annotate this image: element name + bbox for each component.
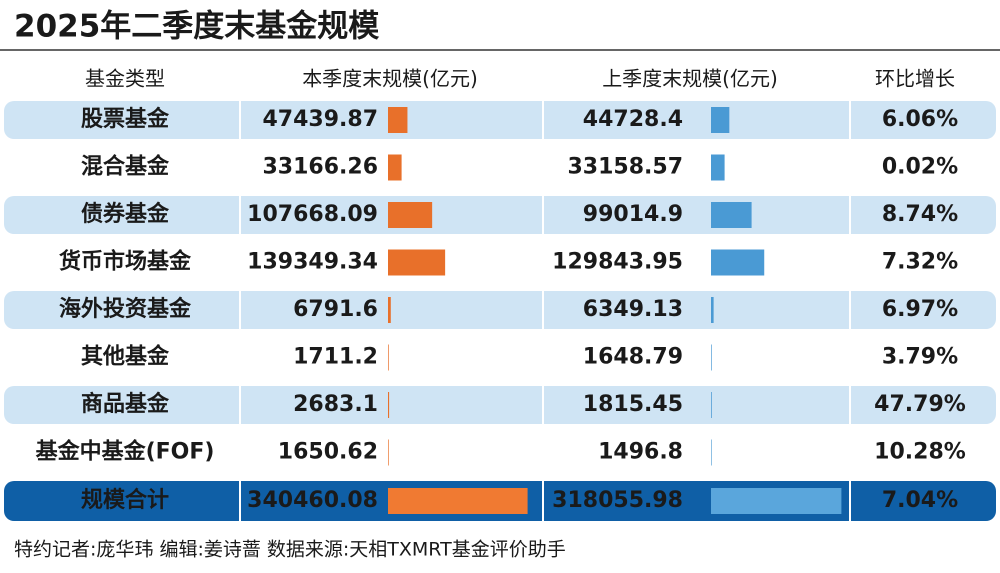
- current-bar: [388, 392, 390, 418]
- growth: 3.79%: [882, 345, 958, 370]
- current-bar: [388, 154, 402, 181]
- column-header: 上季度末规模(亿元): [602, 67, 778, 91]
- fund-type: 债券基金: [81, 201, 170, 227]
- fund-type: 其他基金: [81, 344, 170, 370]
- growth: 6.06%: [882, 107, 958, 132]
- previous-scale: 33158.57: [567, 155, 683, 180]
- current-bar: [388, 249, 446, 276]
- fund-type: 货币市场基金: [59, 249, 192, 275]
- current-scale: 107668.09: [247, 202, 378, 227]
- previous-bar: [711, 439, 712, 466]
- previous-bar: [711, 344, 712, 371]
- fund-type: 规模合计: [81, 487, 169, 513]
- growth: 10.28%: [874, 440, 966, 465]
- growth: 7.04%: [882, 488, 958, 513]
- row-bg: [4, 101, 996, 139]
- current-scale: 33166.26: [262, 155, 378, 180]
- previous-bar: [711, 107, 730, 133]
- current-scale: 47439.87: [262, 107, 378, 132]
- previous-scale: 1648.79: [583, 345, 683, 370]
- previous-bar: [711, 249, 765, 276]
- previous-bar: [711, 488, 842, 514]
- previous-bar: [711, 202, 752, 228]
- fund-type: 基金中基金(FOF): [36, 439, 215, 465]
- previous-scale: 129843.95: [552, 250, 683, 275]
- previous-scale: 318055.98: [552, 488, 683, 513]
- growth: 47.79%: [874, 392, 966, 417]
- fund-type: 海外投资基金: [59, 296, 192, 322]
- current-scale: 139349.34: [247, 250, 378, 275]
- previous-scale: 1815.45: [583, 392, 683, 417]
- current-scale: 340460.08: [247, 488, 378, 513]
- column-header: 本季度末规模(亿元): [302, 67, 478, 91]
- fund-type: 股票基金: [81, 106, 170, 132]
- growth: 7.32%: [882, 250, 958, 275]
- current-bar: [388, 344, 389, 371]
- growth: 0.02%: [882, 155, 958, 180]
- footer: 特约记者:庞华玮 编辑:姜诗蔷 数据来源:天相TXMRT基金评价助手: [14, 539, 566, 561]
- current-scale: 1650.62: [278, 440, 378, 465]
- table-body: 股票基金 47439.87 44728.4 6.06% 混合基金 33166.26 3315…: [4, 97, 996, 524]
- column-header: 基金类型: [85, 67, 165, 91]
- column-header: 环比增长: [875, 67, 955, 91]
- previous-bar: [711, 297, 714, 323]
- previous-bar: [711, 392, 712, 418]
- row-bg: [4, 386, 996, 424]
- growth: 8.74%: [882, 202, 958, 227]
- current-bar: [388, 488, 528, 514]
- previous-scale: 99014.9: [583, 202, 683, 227]
- previous-scale: 1496.8: [598, 440, 683, 465]
- previous-scale: 44728.4: [583, 107, 683, 132]
- current-bar: [388, 107, 408, 133]
- fund-type: 混合基金: [81, 154, 170, 180]
- current-bar: [388, 439, 389, 466]
- row-bg: [4, 291, 996, 329]
- current-bar: [388, 202, 433, 228]
- previous-bar: [711, 154, 725, 181]
- current-scale: 2683.1: [293, 392, 378, 417]
- title: 2025年二季度末基金规模: [14, 9, 379, 45]
- fund-type: 商品基金: [81, 391, 170, 417]
- current-scale: 6791.6: [293, 297, 378, 322]
- current-scale: 1711.2: [293, 345, 378, 370]
- previous-scale: 6349.13: [583, 297, 683, 322]
- growth: 6.97%: [882, 297, 958, 322]
- current-bar: [388, 297, 391, 323]
